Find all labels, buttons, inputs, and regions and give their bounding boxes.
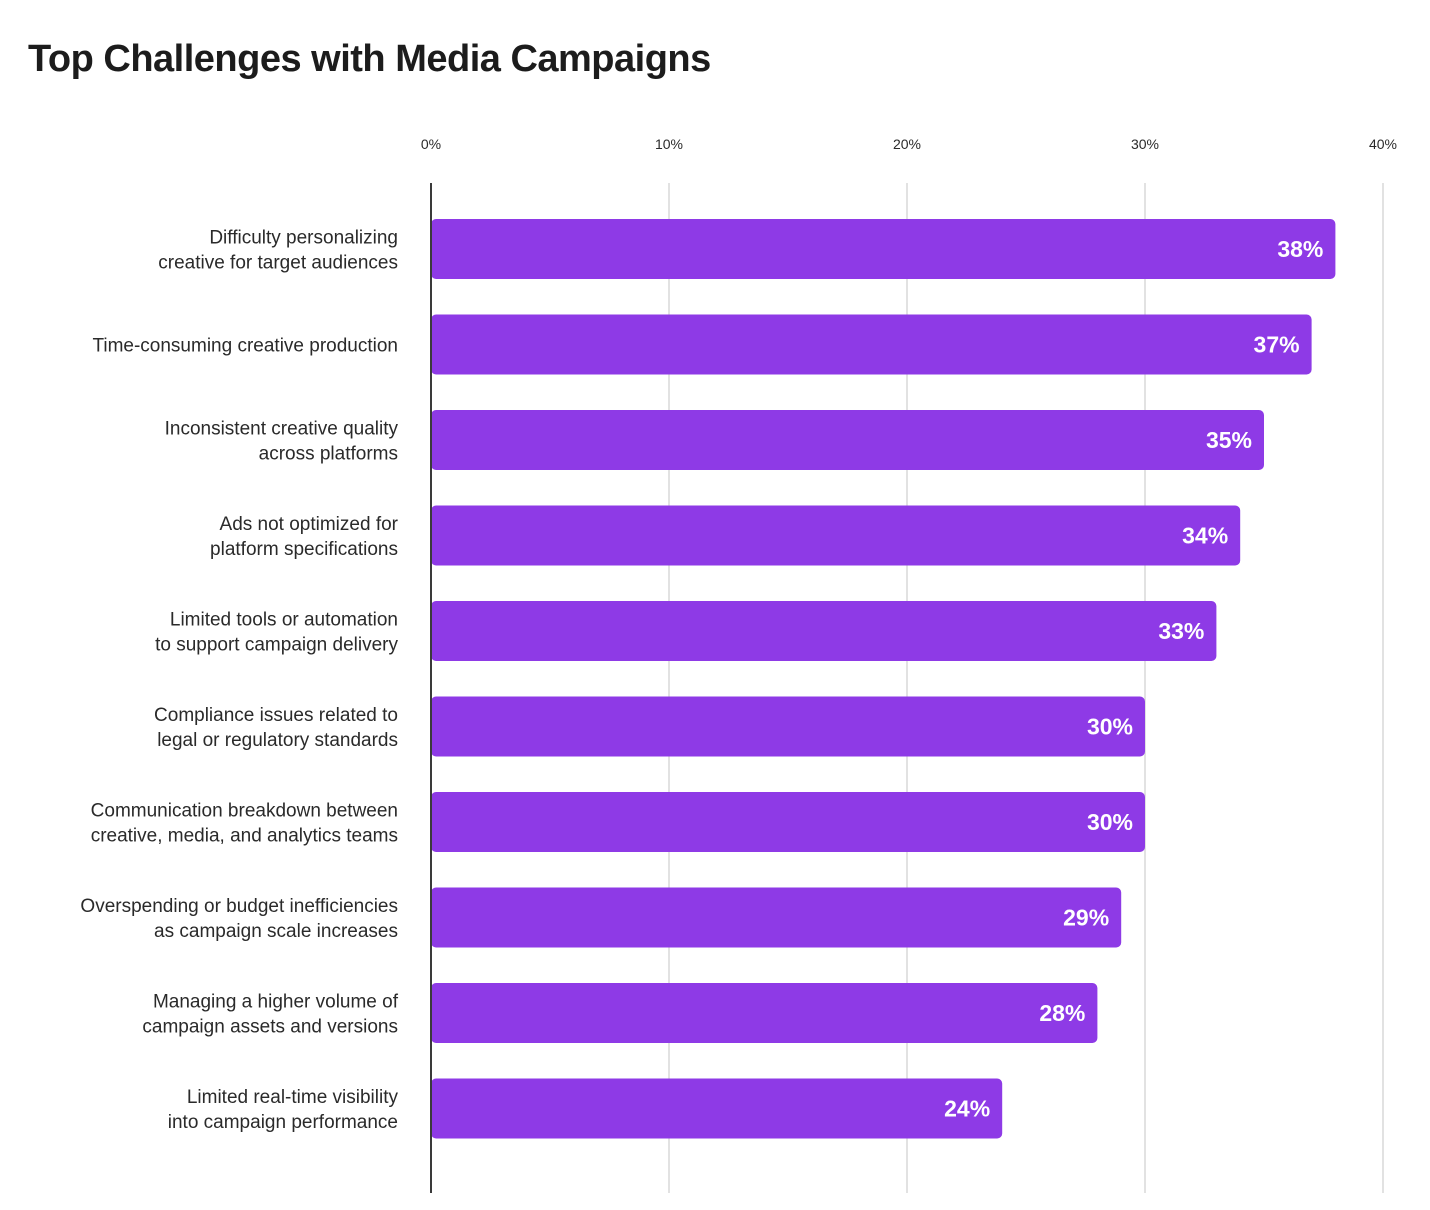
category-label-line: Compliance issues related to	[154, 705, 398, 726]
category-label: Compliance issues related to legal or reg…	[154, 705, 398, 751]
bar-value-label: 33%	[1158, 618, 1204, 644]
x-tick-label: 20%	[893, 136, 921, 152]
bars: 38% 37% 35% 34% 33% 30% 30% 29% 28% 24%	[431, 219, 1336, 1139]
category-label-line: across platforms	[259, 444, 398, 465]
bar-value-label: 34%	[1182, 523, 1228, 549]
bar	[431, 601, 1217, 661]
category-label-line: Limited tools or automation	[170, 610, 398, 631]
x-tick-label: 40%	[1369, 136, 1397, 152]
bar	[431, 505, 1241, 566]
bar-value-label: 29%	[1063, 905, 1109, 931]
bar	[431, 887, 1122, 948]
category-label: Overspending or budget inefficiencies as …	[80, 896, 398, 942]
category-label-line: as campaign scale increases	[154, 921, 398, 942]
bar	[431, 696, 1145, 757]
category-label-line: Overspending or budget inefficiencies	[80, 896, 398, 917]
category-label-line: legal or regulatory standards	[157, 730, 398, 751]
bar-value-label: 30%	[1087, 714, 1133, 740]
bar	[431, 410, 1264, 470]
bar	[431, 1078, 1003, 1139]
bar	[431, 219, 1336, 279]
category-label-line: into campaign performance	[168, 1112, 398, 1133]
bar	[431, 314, 1312, 375]
category-label: Ads not optimized for platform specificat…	[210, 514, 399, 560]
category-label-line: Time-consuming creative production	[92, 336, 398, 357]
category-label-line: Communication breakdown between	[91, 801, 398, 822]
category-label: Managing a higher volume of campaign asse…	[142, 992, 398, 1038]
x-tick-label: 10%	[655, 136, 683, 152]
category-label: Inconsistent creative quality across plat…	[165, 419, 399, 465]
bar-value-label: 30%	[1087, 809, 1133, 835]
bar-value-label: 38%	[1277, 236, 1323, 262]
category-label-line: Difficulty personalizing	[209, 228, 398, 249]
category-label: Difficulty personalizing creative for tar…	[158, 228, 398, 274]
bar-value-label: 24%	[944, 1096, 990, 1122]
x-tick-label: 30%	[1131, 136, 1159, 152]
category-label-line: campaign assets and versions	[142, 1017, 398, 1038]
bar-value-label: 35%	[1206, 427, 1252, 453]
category-label-line: Limited real-time visibility	[187, 1087, 399, 1108]
category-label-line: Inconsistent creative quality	[165, 419, 399, 440]
category-label: Time-consuming creative production	[92, 336, 398, 357]
category-label-line: Managing a higher volume of	[153, 992, 399, 1013]
category-label: Limited tools or automation to support ca…	[155, 610, 398, 656]
bar-value-label: 37%	[1254, 332, 1300, 358]
x-axis-ticks: 0% 10% 20% 30% 40%	[421, 136, 1397, 152]
category-label: Limited real-time visibility into campaig…	[168, 1087, 399, 1133]
category-label-line: creative for target audiences	[158, 253, 398, 274]
category-label: Communication breakdown between creative,…	[91, 801, 398, 847]
x-tick-label: 0%	[421, 136, 441, 152]
category-labels: Difficulty personalizing creative for tar…	[80, 228, 398, 1134]
category-label-line: Ads not optimized for	[220, 514, 399, 535]
bar-value-label: 28%	[1039, 1000, 1085, 1026]
chart-title: Top Challenges with Media Campaigns	[28, 38, 711, 80]
bar	[431, 792, 1145, 852]
category-label-line: platform specifications	[210, 539, 398, 560]
category-label-line: creative, media, and analytics teams	[91, 826, 398, 847]
category-label-line: to support campaign delivery	[155, 635, 398, 656]
bar	[431, 983, 1098, 1043]
